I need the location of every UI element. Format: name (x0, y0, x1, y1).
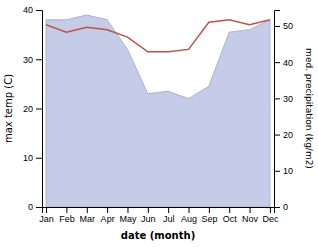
y-label: max temp (C) (3, 74, 14, 143)
tick-mark (66, 207, 67, 213)
tick-label: 40 (23, 5, 33, 15)
tick-mark (274, 171, 280, 172)
tick-label: Apr (101, 214, 115, 224)
tick-mark (148, 207, 149, 213)
tick-mark (87, 207, 88, 213)
tick: 50 (274, 21, 293, 31)
tick-mark (36, 158, 42, 159)
axis-line (36, 11, 43, 208)
tick-label: Aug (181, 214, 197, 224)
tick: Nov (242, 207, 259, 224)
tick-mark (46, 207, 47, 213)
tick-mark (274, 135, 280, 136)
tick: Dec (262, 207, 279, 224)
tick: 0 (28, 202, 42, 212)
tick: Mar (80, 207, 96, 224)
tick: 10 (23, 153, 42, 163)
tick-label: Jun (141, 214, 156, 224)
tick: 30 (274, 94, 293, 104)
y2-label: med. precipitation (kg/m2) (304, 48, 314, 169)
tick-mark (274, 207, 280, 208)
tick: 40 (23, 5, 42, 15)
tick-mark (274, 62, 280, 63)
tick-mark (274, 26, 280, 27)
x-label: date (month) (121, 230, 195, 241)
tick-mark (36, 10, 42, 11)
tick-mark (274, 98, 280, 99)
tick: Jul (163, 207, 175, 224)
y-axis: 0 10 20 30 40 (23, 5, 43, 212)
tick-mark (270, 207, 271, 213)
tick: 20 (23, 104, 42, 114)
tick-label: Jul (163, 214, 175, 224)
tick-label: 10 (23, 153, 33, 163)
tick-label: 30 (23, 55, 33, 65)
tick-label: 50 (283, 21, 293, 31)
tick: Sep (201, 207, 217, 224)
tick-label: 20 (23, 104, 33, 114)
tick-label: 10 (283, 166, 293, 176)
tick-label: Sep (201, 214, 217, 224)
tick: 10 (274, 166, 293, 176)
tick-label: Feb (59, 214, 75, 224)
chart: Jan Feb Mar Apr May Jun Jul Aug Sep Oct NovDec 0 10 2… (0, 0, 318, 247)
tick-label: Dec (262, 214, 279, 224)
tick-label: 0 (28, 202, 33, 212)
tick: Feb (59, 207, 75, 224)
tick: 30 (23, 55, 42, 65)
tick-label: May (119, 214, 137, 224)
tick-label: 0 (283, 202, 288, 212)
tick-mark (107, 207, 108, 213)
marks (46, 15, 270, 207)
tick: Jun (141, 207, 156, 224)
axis-line (43, 208, 275, 214)
plot: Jan Feb Mar Apr May Jun Jul Aug Sep Oct NovDec 0 10 2… (3, 5, 314, 241)
tick: Aug (181, 207, 197, 224)
tick-mark (229, 207, 230, 213)
tick: May (119, 207, 137, 224)
tick-mark (127, 207, 128, 213)
tick-label: Mar (80, 214, 96, 224)
tick: 20 (274, 130, 293, 140)
tick-label: 20 (283, 130, 293, 140)
tick-label: 30 (283, 94, 293, 104)
line (46, 20, 270, 52)
tick: Jan (39, 207, 54, 224)
tick-label: Jan (39, 214, 54, 224)
tick-mark (209, 207, 210, 213)
tick-mark (250, 207, 251, 213)
tick: Oct (223, 207, 238, 224)
tick-mark (36, 109, 42, 110)
tick: 0 (274, 202, 288, 212)
tick: Apr (101, 207, 115, 224)
y2-axis: 0 10 20 30 40 50 (274, 11, 293, 213)
tick: 40 (274, 58, 293, 68)
tick-mark (36, 59, 42, 60)
x-axis: Jan Feb Mar Apr May Jun Jul Aug Sep Oct NovDec (39, 207, 279, 224)
axis-line (275, 11, 281, 208)
tick-label: Nov (242, 214, 259, 224)
tick-label: Oct (223, 214, 238, 224)
tick-mark (189, 207, 190, 213)
tick-mark (168, 207, 169, 213)
tick-label: 40 (283, 58, 293, 68)
area (46, 15, 270, 207)
tick-mark (36, 207, 42, 208)
